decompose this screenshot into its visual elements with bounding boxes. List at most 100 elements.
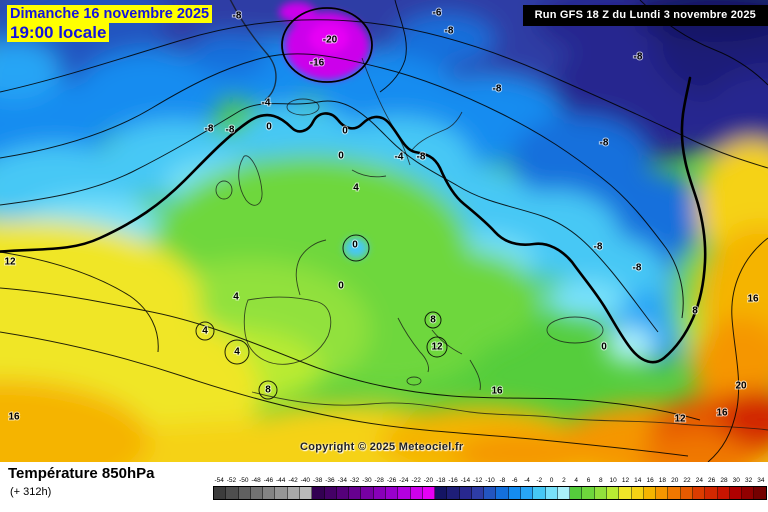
legend-value: -30 <box>362 477 372 484</box>
isotherm-minus8 <box>0 53 684 319</box>
closed-contour <box>424 311 442 329</box>
legend-color-cell <box>533 487 546 499</box>
temperature-value-label: 16 <box>716 408 728 419</box>
temperature-value-label: -8 <box>226 125 235 136</box>
temperature-blob <box>395 14 495 66</box>
temperature-blob <box>692 317 768 413</box>
legend-value: 32 <box>744 477 753 484</box>
legend-value: 20 <box>671 477 679 484</box>
temperature-blob <box>235 105 355 165</box>
temperature-blob <box>455 433 595 462</box>
legend-color-cell <box>668 487 681 499</box>
temperature-map: -8-20-16-6-8-8-8-4-8 -8 0 00 -4 -8-8-8-840044… <box>0 0 768 462</box>
temperature-value-label: 0 <box>342 126 348 137</box>
temperature-value-label: 12 <box>4 257 16 268</box>
legend-color-cell <box>447 487 460 499</box>
legend-value: -40 <box>300 477 311 484</box>
temperature-value-label: 0 <box>601 342 607 353</box>
temperature-blob <box>640 435 760 462</box>
legend-value: 16 <box>646 477 654 484</box>
legend-value: 8 <box>599 477 603 484</box>
temperature-value-label: 4 <box>234 347 240 358</box>
temperature-value-label: -6 <box>433 8 442 19</box>
legend-color-cell <box>508 487 522 499</box>
isotherm-plus12 <box>0 251 159 353</box>
legend-color-cell <box>496 487 509 499</box>
legend-color-cell <box>410 487 423 499</box>
temperature-value-label: -4 <box>395 152 404 163</box>
isotherm-minus4 <box>0 100 659 333</box>
temperature-value-label: 4 <box>202 326 208 337</box>
temperature-value-label: -8 <box>633 263 642 274</box>
legend-color-cell <box>680 487 693 499</box>
legend-value: 22 <box>683 477 691 484</box>
temperature-value-label: 8 <box>692 306 698 317</box>
map-title: Température 850hPa <box>8 465 155 482</box>
legend-value: 14 <box>634 477 642 484</box>
legend-color-cell <box>656 487 669 499</box>
legend-color-cell <box>214 487 227 499</box>
temperature-blob <box>344 238 368 258</box>
temperature-value-label: -8 <box>600 138 609 149</box>
forecast-hour: (+ 312h) <box>10 486 52 498</box>
legend-value: -12 <box>473 477 483 484</box>
legend-value: -32 <box>349 477 360 484</box>
closed-contour <box>426 336 448 358</box>
italy-coast <box>397 317 429 373</box>
temperature-value-label: -4 <box>262 98 271 109</box>
temperature-value-label: 16 <box>491 386 503 397</box>
legend-value: 30 <box>732 477 740 484</box>
legend-color-cell <box>459 487 472 499</box>
legend-value: 28 <box>720 477 728 484</box>
temperature-value-label: -20 <box>323 35 338 46</box>
legend-value: -22 <box>411 477 421 484</box>
legend-value: -38 <box>312 477 323 484</box>
coastlines <box>215 0 768 431</box>
ireland-coast <box>215 180 233 200</box>
legend-color-cell <box>299 487 313 499</box>
temperature-value-label: 0 <box>352 240 358 251</box>
valid-date: Dimanche 16 novembre 2025 <box>7 5 213 23</box>
legend-color-cell <box>484 487 497 499</box>
legend-color-cell <box>238 487 251 499</box>
legend-value: -24 <box>399 477 409 484</box>
closed-contour <box>258 380 278 400</box>
legend-color-cell <box>287 487 300 499</box>
temperature-value-label: 8 <box>265 385 271 396</box>
temperature-value-label: -8 <box>493 84 502 95</box>
legend-color-cell <box>557 487 571 499</box>
temperature-value-label: 0 <box>338 151 344 162</box>
valid-hour: 19:00 locale <box>7 23 110 43</box>
sicily-coast <box>406 376 422 386</box>
legend-color-cell <box>594 487 607 499</box>
legend-value: -44 <box>276 477 286 484</box>
legend-value: -10 <box>485 477 495 484</box>
legend-value: -46 <box>263 477 274 484</box>
temperature-labels: -8-20-16-6-8-8-8-4-8 -8 0 00 -4 -8-8-8-840044… <box>3 7 760 426</box>
legend-value: -8 <box>499 477 506 484</box>
closed-contour <box>342 234 370 262</box>
temperature-blob <box>309 23 349 53</box>
isotherm-plus16 <box>707 237 768 462</box>
legend-value: -4 <box>524 477 530 484</box>
legend-color-cell <box>435 487 448 499</box>
isotherm-top-squiggle <box>379 0 407 93</box>
temperature-value-label: 16 <box>8 412 20 423</box>
legend-value: -42 <box>288 477 298 484</box>
footer-bar: Température 850hPa (+ 312h) -54 -52 -50 -48… <box>0 462 768 512</box>
temperature-blob <box>0 380 150 462</box>
temperature-blob <box>605 327 655 363</box>
temperature-value-label: 20 <box>735 381 747 392</box>
temperature-field-detail <box>279 2 369 258</box>
legend-value: -14 <box>460 477 471 484</box>
temperature-value-label: -8 <box>445 26 454 37</box>
legend-color-cell <box>361 487 374 499</box>
legend-color-cell <box>729 487 743 499</box>
legend-value: 4 <box>574 477 579 484</box>
temperature-value-label: -8 <box>205 124 214 135</box>
legend-value: -26 <box>386 477 397 484</box>
temperature-blob <box>190 33 270 77</box>
legend-value: 18 <box>658 477 667 484</box>
legend-color-cell <box>619 487 632 499</box>
baltic-coast <box>411 111 463 151</box>
